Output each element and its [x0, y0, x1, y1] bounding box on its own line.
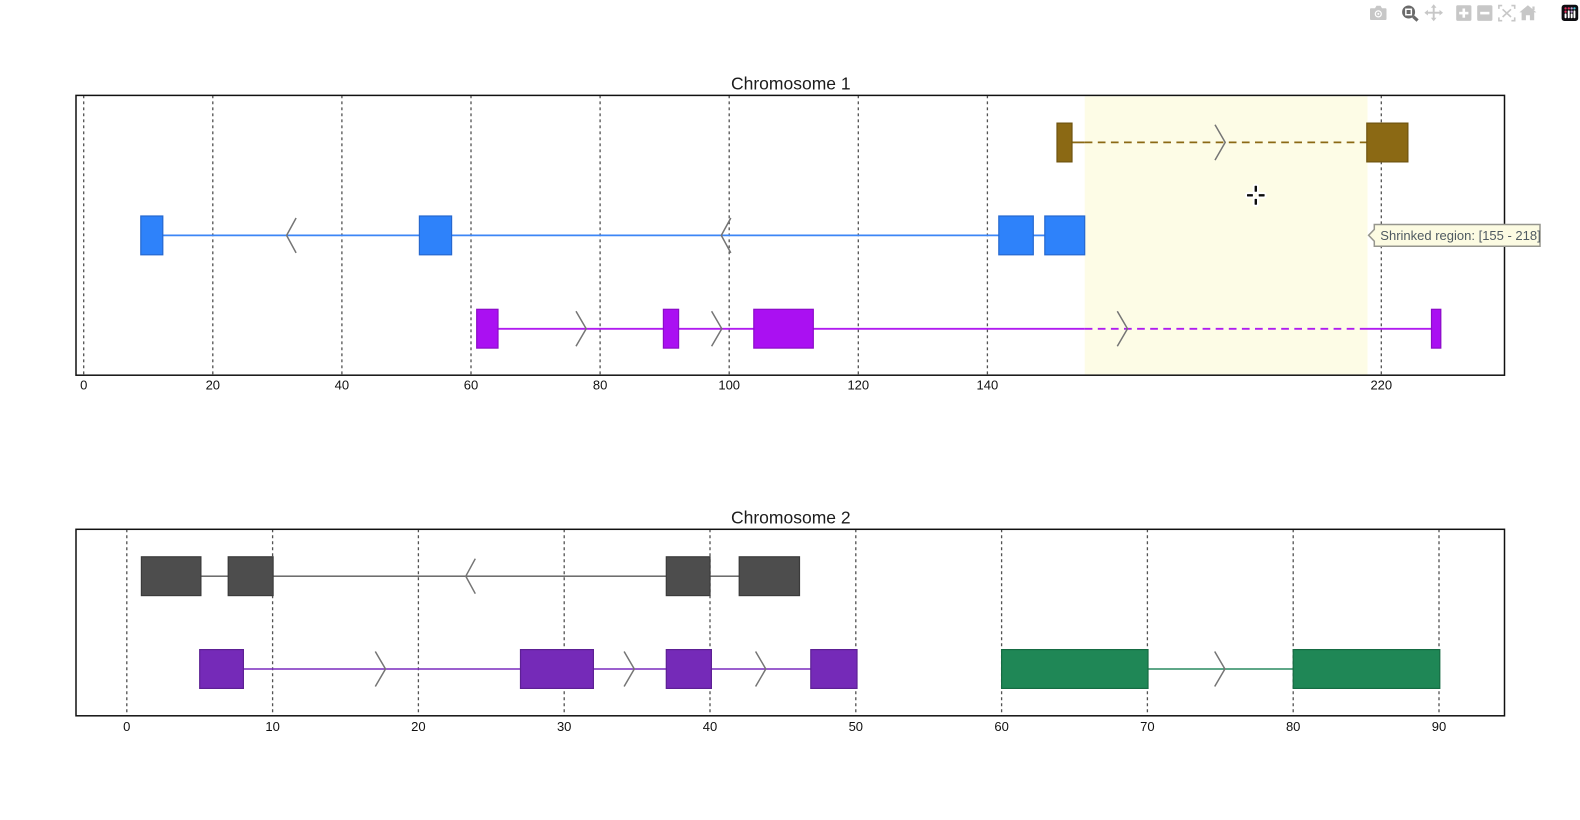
svg-text:20: 20: [411, 719, 425, 734]
svg-text:100: 100: [718, 377, 740, 392]
svg-text:90: 90: [1432, 719, 1446, 734]
svg-text:Shrinked region: [155 - 218]: Shrinked region: [155 - 218]: [1380, 228, 1540, 243]
svg-text:220: 220: [1370, 377, 1392, 392]
svg-text:140: 140: [977, 377, 999, 392]
svg-text:10: 10: [265, 719, 279, 734]
svg-text:60: 60: [994, 719, 1008, 734]
svg-text:0: 0: [123, 719, 130, 734]
svg-text:80: 80: [593, 377, 607, 392]
svg-text:60: 60: [464, 377, 478, 392]
svg-text:40: 40: [703, 719, 717, 734]
svg-text:30: 30: [557, 719, 571, 734]
svg-text:40: 40: [335, 377, 349, 392]
svg-text:50: 50: [849, 719, 863, 734]
svg-text:120: 120: [847, 377, 869, 392]
svg-text:20: 20: [206, 377, 220, 392]
svg-text:80: 80: [1286, 719, 1300, 734]
svg-text:0: 0: [80, 377, 87, 392]
svg-text:Chromosome 1: Chromosome 1: [731, 74, 851, 94]
svg-text:70: 70: [1140, 719, 1154, 734]
svg-text:Chromosome 2: Chromosome 2: [731, 507, 851, 527]
